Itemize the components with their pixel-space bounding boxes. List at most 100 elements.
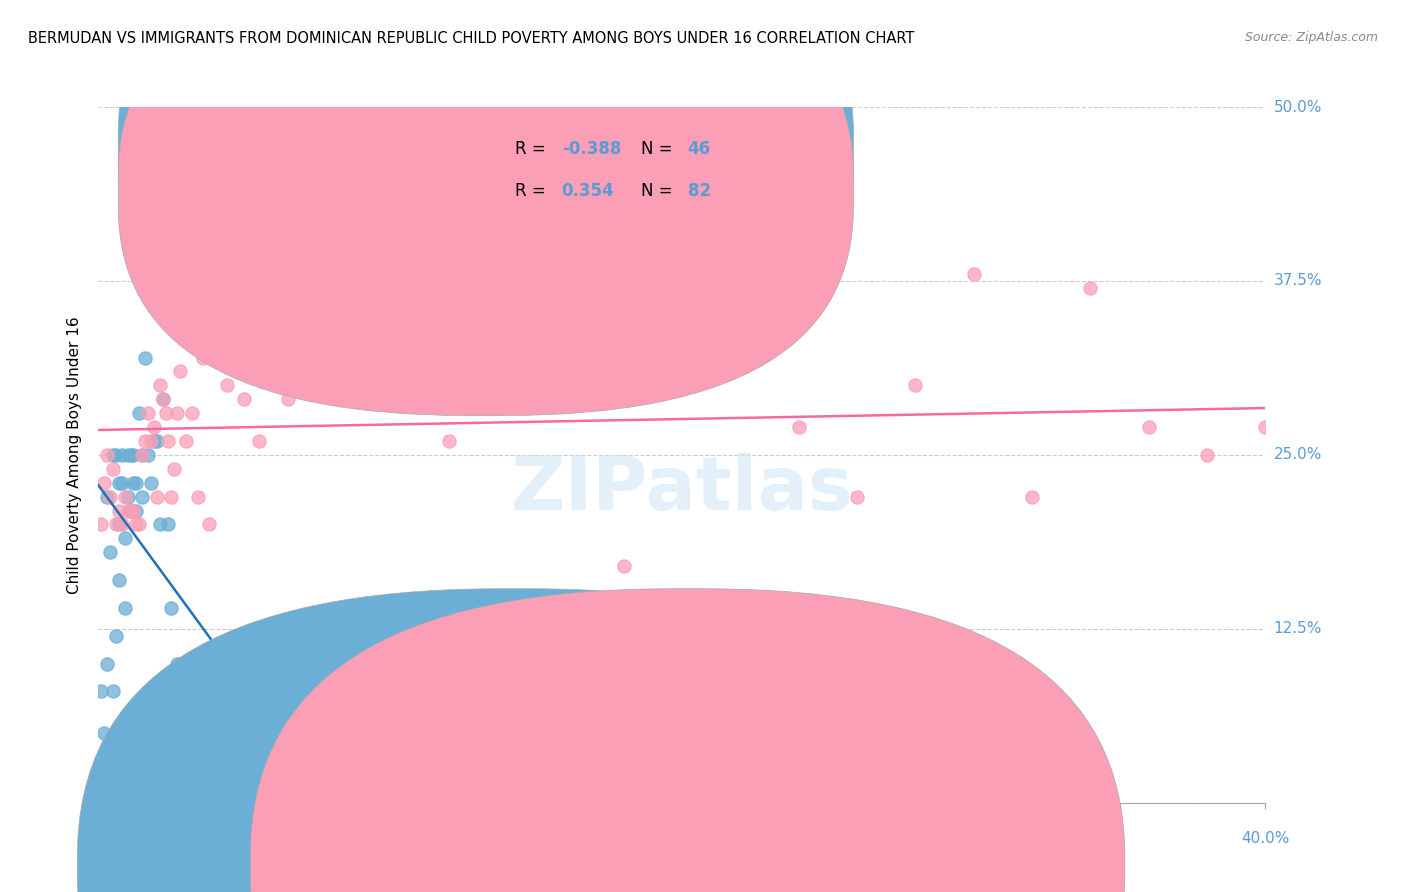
Point — [146, 434, 169, 448]
Text: N =: N = — [641, 182, 678, 200]
Text: N =: N = — [641, 140, 678, 158]
Point — [131, 448, 153, 462]
Point — [108, 503, 131, 517]
Point — [139, 434, 162, 448]
Point — [134, 434, 156, 448]
Point — [193, 351, 215, 365]
Point — [111, 517, 134, 532]
Point — [1195, 448, 1218, 462]
Text: 0.354: 0.354 — [562, 182, 614, 200]
Point — [1254, 420, 1277, 434]
Point — [169, 364, 191, 378]
Point — [101, 448, 124, 462]
Point — [114, 601, 136, 615]
Point — [157, 517, 180, 532]
Point — [380, 309, 402, 323]
Text: -0.388: -0.388 — [562, 140, 621, 158]
Point — [904, 378, 927, 392]
Text: R =: R = — [515, 182, 551, 200]
Point — [98, 490, 121, 504]
Point — [104, 629, 127, 643]
Point — [122, 475, 145, 490]
Point — [117, 503, 139, 517]
Point — [846, 490, 869, 504]
Text: 25.0%: 25.0% — [1274, 448, 1322, 462]
Point — [152, 392, 174, 407]
Point — [104, 517, 127, 532]
Point — [174, 657, 197, 671]
Point — [149, 517, 172, 532]
Point — [187, 490, 209, 504]
Point — [93, 726, 115, 740]
Point — [108, 475, 131, 490]
Point — [101, 684, 124, 698]
Point — [198, 726, 221, 740]
Point — [122, 448, 145, 462]
Point — [108, 573, 131, 587]
Point — [128, 517, 150, 532]
Point — [90, 517, 112, 532]
Point — [136, 406, 159, 420]
Point — [1021, 490, 1043, 504]
Point — [172, 281, 194, 295]
Point — [180, 406, 202, 420]
Point — [291, 698, 314, 713]
Point — [104, 448, 127, 462]
Text: Bermudans: Bermudans — [534, 859, 613, 873]
Point — [120, 503, 142, 517]
Point — [114, 532, 136, 546]
Text: Immigrants from Dominican Republic: Immigrants from Dominican Republic — [707, 859, 966, 873]
Point — [149, 378, 172, 392]
Point — [134, 351, 156, 365]
Point — [160, 601, 183, 615]
Point — [190, 684, 212, 698]
Point — [122, 503, 145, 517]
Point — [221, 197, 243, 211]
Y-axis label: Child Poverty Among Boys Under 16: Child Poverty Among Boys Under 16 — [67, 316, 83, 594]
Point — [554, 197, 576, 211]
Point — [262, 754, 284, 768]
Point — [128, 406, 150, 420]
Point — [218, 726, 240, 740]
Point — [169, 657, 191, 671]
Point — [96, 657, 118, 671]
Point — [180, 698, 202, 713]
Point — [233, 684, 256, 698]
Point — [142, 420, 165, 434]
Point — [96, 490, 118, 504]
Point — [125, 517, 148, 532]
FancyBboxPatch shape — [118, 0, 853, 374]
Text: 12.5%: 12.5% — [1274, 622, 1322, 636]
Text: 82: 82 — [688, 182, 711, 200]
Point — [146, 490, 169, 504]
Point — [131, 448, 153, 462]
FancyBboxPatch shape — [449, 121, 787, 226]
Point — [114, 490, 136, 504]
Text: 0.0%: 0.0% — [79, 830, 118, 846]
Point — [787, 420, 810, 434]
Point — [93, 475, 115, 490]
Point — [198, 517, 221, 532]
Point — [166, 406, 188, 420]
Point — [120, 503, 142, 517]
Point — [139, 475, 162, 490]
Point — [117, 490, 139, 504]
Point — [321, 211, 343, 226]
Point — [962, 267, 984, 281]
Point — [125, 475, 148, 490]
Text: Source: ZipAtlas.com: Source: ZipAtlas.com — [1244, 31, 1378, 45]
Point — [152, 392, 174, 407]
Point — [350, 184, 373, 198]
Text: BERMUDAN VS IMMIGRANTS FROM DOMINICAN REPUBLIC CHILD POVERTY AMONG BOYS UNDER 16: BERMUDAN VS IMMIGRANTS FROM DOMINICAN RE… — [28, 31, 914, 46]
Point — [125, 503, 148, 517]
Text: 46: 46 — [688, 140, 711, 158]
Point — [163, 462, 186, 476]
Point — [204, 197, 226, 211]
Point — [108, 517, 131, 532]
Point — [437, 434, 460, 448]
Point — [1080, 281, 1102, 295]
Point — [136, 448, 159, 462]
Point — [209, 253, 232, 268]
Point — [90, 684, 112, 698]
Point — [96, 448, 118, 462]
